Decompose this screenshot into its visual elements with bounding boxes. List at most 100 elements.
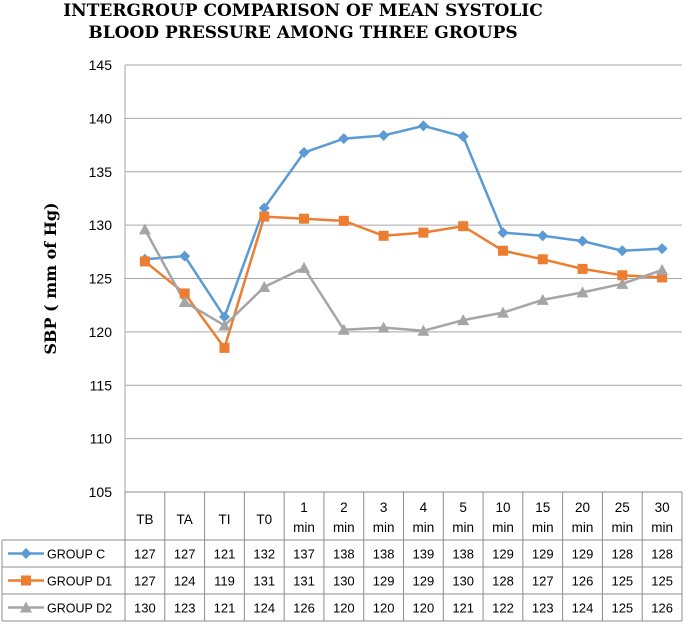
data-table: TB TA TI T0 1 min 2 min 3 min 4 min 5 min 10 min 15 min 20… (1, 491, 683, 622)
table-cell-value: 120 (413, 601, 435, 616)
data-point (338, 215, 349, 226)
legend-key-marker (20, 548, 32, 559)
data-point (577, 235, 589, 247)
table-cell-value: 129 (413, 574, 435, 589)
data-point (457, 131, 469, 143)
data-point (218, 311, 230, 323)
x-category-label: min (373, 520, 395, 535)
data-point (179, 250, 191, 262)
chart-title-line: INTERGROUP COMPARISON OF MEAN SYSTOLIC (63, 1, 543, 21)
table-cell-value: 130 (134, 601, 156, 616)
table-cell-value: 138 (333, 547, 355, 562)
y-axis-label: SBP ( mm of Hg) (41, 202, 60, 354)
data-point (537, 230, 549, 242)
data-point (179, 288, 190, 299)
x-category-label: T0 (256, 512, 272, 527)
data-point (656, 243, 668, 255)
x-category-label: 10 (495, 500, 510, 515)
data-point (457, 314, 470, 326)
x-category-label: min (293, 520, 315, 535)
data-point (219, 342, 230, 353)
table-cell-value: 120 (333, 601, 355, 616)
y-axis-label-group: SBP ( mm of Hg) (41, 202, 60, 354)
table-cell-value: 126 (293, 601, 315, 616)
x-category-label: 2 (340, 500, 348, 515)
data-point (496, 306, 509, 318)
data-point (378, 129, 390, 141)
data-point (617, 270, 628, 281)
table-cell-value: 127 (134, 574, 156, 589)
table-cell-value: 132 (253, 547, 275, 562)
data-point (577, 263, 588, 274)
x-category-label: min (413, 520, 435, 535)
chart-title-line: BLOOD PRESSURE AMONG THREE GROUPS (88, 23, 517, 43)
table-cell-value: 125 (611, 601, 633, 616)
legend-key-marker (20, 601, 32, 613)
data-point (378, 230, 389, 241)
data-point (139, 256, 150, 267)
data-point (337, 323, 350, 335)
x-category-label: 20 (575, 500, 590, 515)
table-cell-value: 138 (452, 547, 474, 562)
data-point (417, 120, 429, 132)
table-cell-value: 129 (492, 547, 514, 562)
data-point (299, 213, 310, 224)
table-cell-value: 119 (214, 574, 235, 589)
y-tick-label: 145 (89, 57, 113, 73)
data-point (537, 254, 548, 265)
gridlines (124, 64, 682, 493)
x-category-label: 30 (655, 500, 670, 515)
table-cell-value: 139 (413, 547, 435, 562)
data-point (657, 272, 668, 283)
x-category-label: min (333, 520, 355, 535)
data-point (218, 319, 231, 331)
data-point (298, 261, 311, 273)
data-point (497, 227, 509, 239)
x-category-label: 4 (420, 500, 428, 515)
table-cell-value: 128 (611, 547, 633, 562)
x-category-label: TA (177, 512, 193, 527)
series-plot (138, 120, 669, 353)
legend-label: GROUP C (47, 548, 105, 562)
x-category-label: TB (136, 512, 153, 527)
table-cell-value: 126 (572, 574, 594, 589)
table-cell-value: 130 (333, 574, 355, 589)
table-cell-value: 129 (532, 547, 554, 562)
data-point (259, 211, 270, 222)
x-category-label: 5 (459, 500, 467, 515)
table-cell-value: 121 (452, 601, 474, 616)
table-cell-value: 120 (373, 601, 395, 616)
table-cell-value: 128 (651, 547, 673, 562)
table-cell-value: 121 (214, 601, 236, 616)
x-category-label: TI (218, 512, 230, 527)
table-cell-value: 124 (174, 574, 196, 589)
x-category-label: min (572, 520, 594, 535)
table-cell-value: 125 (611, 574, 633, 589)
data-point (497, 245, 508, 256)
table-cell-value: 130 (452, 574, 474, 589)
data-point (377, 321, 390, 333)
legend-label: GROUP D1 (47, 575, 112, 589)
y-tick-label: 110 (90, 431, 113, 447)
table-cell-value: 127 (134, 547, 156, 562)
chart-title: INTERGROUP COMPARISON OF MEAN SYSTOLICBL… (63, 1, 543, 43)
table-cell-value: 123 (174, 601, 196, 616)
data-point (298, 147, 310, 159)
series-line (144, 215, 663, 350)
data-point (576, 286, 589, 298)
data-point (258, 202, 270, 214)
table-cell-value: 125 (651, 574, 673, 589)
table-cell-value: 137 (293, 547, 315, 562)
y-tick-label: 135 (89, 164, 113, 180)
y-axis-ticks: 105 110 115 120 125 130 135 140 145 (89, 57, 113, 500)
x-category-label: 3 (380, 500, 388, 515)
data-point (417, 324, 430, 336)
data-point (616, 277, 629, 289)
table-cell-value: 138 (373, 547, 395, 562)
legend-label: GROUP D2 (47, 602, 112, 616)
y-tick-label: 140 (89, 110, 113, 126)
table-cell-value: 127 (174, 547, 196, 562)
table-cell-value: 124 (253, 601, 275, 616)
table-cell-value: 122 (492, 601, 514, 616)
